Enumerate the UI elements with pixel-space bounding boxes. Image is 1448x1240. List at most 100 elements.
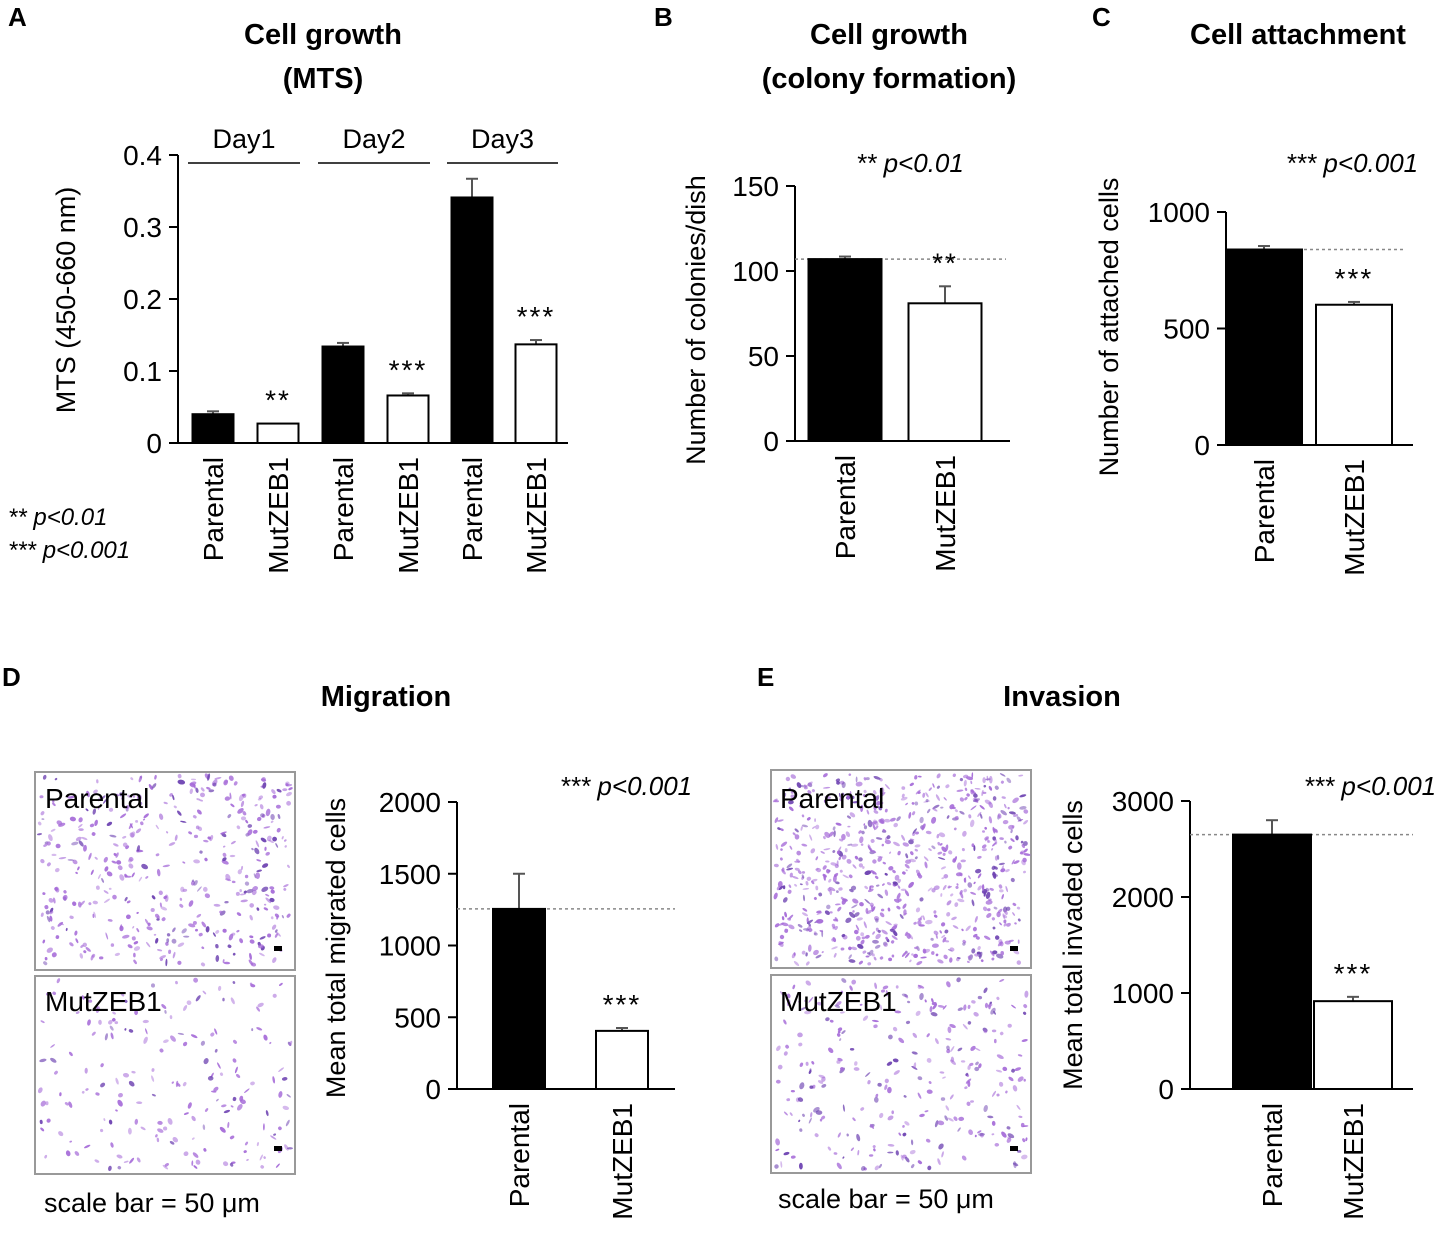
stained-cell	[265, 1110, 269, 1117]
stained-cell	[83, 950, 87, 954]
stained-cell	[968, 1129, 973, 1136]
stained-cell	[774, 800, 779, 803]
stained-cell	[961, 928, 964, 932]
stained-cell	[860, 1107, 865, 1111]
stained-cell	[275, 804, 281, 809]
stained-cell	[991, 848, 994, 851]
stained-cell	[790, 1089, 795, 1093]
stained-cell	[835, 822, 842, 826]
stained-cell	[1005, 869, 1010, 873]
stained-cell	[858, 857, 863, 862]
stained-cell	[896, 892, 901, 900]
stained-cell	[980, 959, 984, 963]
stained-cell	[59, 922, 64, 926]
stained-cell	[931, 845, 936, 850]
stained-cell	[155, 824, 159, 830]
stained-cell	[834, 863, 839, 869]
stained-cell	[123, 1160, 129, 1163]
stained-cell	[1018, 774, 1024, 777]
stained-cell	[90, 869, 94, 875]
stained-cell	[852, 864, 857, 869]
stained-cell	[46, 947, 53, 953]
stained-cell	[828, 1047, 834, 1054]
stained-cell	[952, 925, 959, 929]
micrograph-e-mutzeb1: MutZEB1	[770, 974, 1032, 1174]
stained-cell	[974, 1047, 981, 1051]
stained-cell	[118, 1092, 123, 1098]
stained-cell	[37, 833, 42, 836]
stained-cell	[54, 1070, 58, 1075]
stained-cell	[855, 924, 860, 931]
stained-cell	[919, 992, 924, 1001]
stained-cell	[873, 1096, 879, 1103]
stained-cell	[131, 936, 136, 941]
stained-cell	[40, 1127, 45, 1132]
stained-cell	[974, 953, 979, 957]
stained-cell	[835, 778, 841, 782]
stained-cell	[1012, 1162, 1019, 1167]
stained-cell	[834, 925, 838, 931]
stained-cell	[146, 941, 151, 948]
stained-cell	[69, 1140, 73, 1143]
stained-cell	[858, 960, 863, 965]
stained-cell	[969, 1062, 974, 1066]
stained-cell	[45, 991, 52, 996]
stained-cell	[989, 1001, 992, 1005]
stained-cell	[893, 898, 900, 903]
stained-cell	[227, 1121, 230, 1129]
stained-cell	[944, 940, 950, 943]
y-tick-label: 0.4	[123, 140, 162, 171]
stained-cell	[905, 853, 909, 859]
stained-cell	[797, 1032, 803, 1038]
stained-cell	[146, 926, 153, 931]
stained-cell	[49, 911, 54, 915]
stained-cell	[945, 1037, 952, 1041]
stained-cell	[74, 1151, 80, 1156]
stained-cell	[97, 873, 101, 880]
stained-cell	[222, 928, 227, 933]
stained-cell	[839, 1038, 842, 1042]
stained-cell	[1023, 1011, 1027, 1015]
stained-cell	[163, 801, 168, 805]
stained-cell	[37, 1087, 43, 1094]
stained-cell	[828, 878, 832, 883]
stained-cell	[156, 918, 160, 921]
stained-cell	[1003, 919, 1007, 924]
stained-cell	[982, 777, 986, 784]
stained-cell	[1006, 777, 1012, 784]
stained-cell	[821, 1115, 826, 1120]
stained-cell	[50, 1057, 57, 1063]
stained-cell	[166, 938, 170, 943]
stained-cell	[256, 859, 262, 862]
stained-cell	[836, 850, 840, 855]
category-label: MutZEB1	[607, 1103, 638, 1220]
stained-cell	[874, 944, 881, 949]
stained-cell	[281, 1077, 288, 1081]
stained-cell	[193, 834, 199, 839]
stained-cell	[784, 911, 788, 918]
stained-cell	[127, 1127, 132, 1135]
stained-cell	[912, 1032, 918, 1038]
panel-letter-c: C	[1092, 2, 1111, 32]
stained-cell	[815, 797, 819, 801]
stained-cell	[941, 934, 946, 939]
stained-cell	[206, 786, 211, 790]
stained-cell	[831, 946, 838, 950]
bar	[807, 258, 883, 442]
stained-cell	[66, 794, 70, 798]
stained-cell	[283, 839, 287, 842]
stained-cell	[145, 876, 149, 879]
stained-cell	[806, 919, 814, 924]
y-tick-label: 1000	[379, 931, 441, 962]
stained-cell	[938, 1143, 944, 1150]
stained-cell	[821, 1084, 827, 1088]
stained-cell	[103, 890, 109, 894]
stained-cell	[794, 834, 800, 840]
stained-cell	[777, 827, 781, 831]
stained-cell	[860, 1165, 866, 1171]
stained-cell	[240, 899, 248, 903]
stained-cell	[1019, 806, 1027, 810]
stained-cell	[221, 860, 229, 865]
stained-cell	[49, 915, 53, 922]
stained-cell	[273, 1133, 277, 1136]
